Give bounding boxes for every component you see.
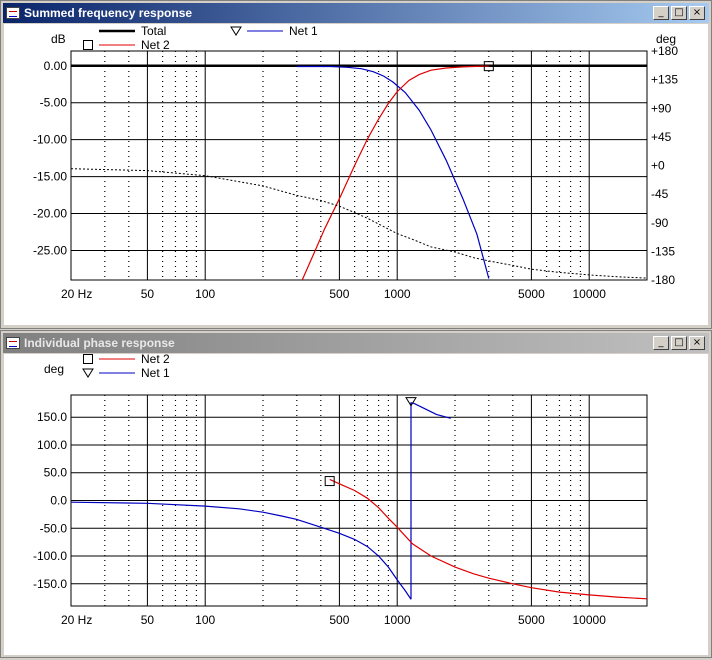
legend-label: Net 1 — [289, 24, 318, 38]
minimize-button[interactable]: _ — [653, 336, 669, 350]
series-line-net-1 — [296, 65, 490, 279]
x-tick-label: 1000 — [384, 287, 411, 301]
chart-window-icon — [6, 7, 20, 19]
legend-label: Net 2 — [141, 354, 170, 366]
y2-tick-label: -135 — [651, 244, 675, 258]
series-marker — [483, 61, 494, 72]
plot-frame — [70, 50, 648, 281]
x-tick-label: 10000 — [573, 613, 607, 627]
minimize-button[interactable]: _ — [653, 6, 669, 20]
close-button[interactable]: × — [689, 6, 705, 20]
y-tick-label: 150.0 — [37, 410, 67, 424]
y2-tick-label: +135 — [651, 73, 678, 87]
y2-axis-unit: deg — [656, 32, 676, 46]
x-tick-label: 500 — [329, 287, 349, 301]
y-tick-label: -15.00 — [33, 170, 67, 184]
y-tick-label: -100.0 — [33, 549, 67, 563]
chart-area-summed: dB deg 20 Hz 50 100 500 1000 5000 10000 0.00 -5.00… — [4, 24, 708, 325]
legend-label: Net 2 — [141, 38, 170, 52]
x-tick-label: 20 Hz — [61, 287, 92, 301]
y-tick-label: -5.00 — [40, 96, 68, 110]
titlebar-phase[interactable]: Individual phase response _ □ × — [3, 333, 709, 353]
summed-frequency-window: Summed frequency response _ □ × dB deg 20 … — [0, 0, 712, 329]
y2-tick-label: +180 — [651, 44, 678, 58]
chart-area-phase: deg 20 Hz 50 100 500 1000 5000 10000 150.0 100.0 5… — [4, 352, 708, 655]
legend-label: Total — [141, 24, 166, 38]
series-marker — [324, 476, 335, 487]
y-tick-label: 100.0 — [37, 438, 67, 452]
y-tick-label: -25.00 — [33, 243, 67, 257]
legend-marker — [82, 368, 94, 378]
individual-phase-window: Individual phase response _ □ × deg 20 Hz… — [0, 330, 712, 658]
titlebar-summed[interactable]: Summed frequency response _ □ × — [3, 3, 709, 23]
individual-phase-chart[interactable]: deg 20 Hz 50 100 500 1000 5000 10000 150.0 100.0 5… — [4, 352, 708, 655]
x-tick-label: 10000 — [573, 287, 607, 301]
maximize-button[interactable]: □ — [671, 336, 687, 350]
y-tick-label: 0.0 — [50, 494, 67, 508]
legend-label: Net 1 — [141, 366, 170, 380]
y2-tick-label: -90 — [651, 216, 669, 230]
x-tick-label: 100 — [195, 287, 215, 301]
y-tick-label: 50.0 — [44, 466, 68, 480]
y-tick-label: 0.00 — [44, 59, 68, 73]
series-line-net-2 — [329, 478, 648, 600]
x-tick-label: 100 — [195, 613, 215, 627]
y-axis-unit: deg — [44, 362, 64, 376]
y2-tick-label: +0 — [651, 159, 665, 173]
y-tick-label: -150.0 — [33, 577, 67, 591]
series-line-net-1 — [410, 402, 451, 600]
x-tick-label: 500 — [329, 613, 349, 627]
series-line-total-phase — [70, 168, 648, 279]
x-tick-label: 20 Hz — [61, 613, 92, 627]
window-title: Summed frequency response — [24, 6, 193, 20]
plot-frame — [70, 394, 648, 607]
legend-marker — [83, 354, 93, 364]
legend-marker — [83, 40, 93, 50]
legend-marker — [230, 26, 242, 36]
series-line-net-2 — [301, 65, 489, 281]
y2-tick-label: -180 — [651, 273, 675, 287]
y-tick-label: -20.00 — [33, 207, 67, 221]
y-tick-label: -50.0 — [40, 521, 68, 535]
window-title: Individual phase response — [24, 336, 175, 350]
x-tick-label: 50 — [141, 287, 155, 301]
summed-frequency-chart[interactable]: dB deg 20 Hz 50 100 500 1000 5000 10000 0.00 -5.00… — [4, 24, 708, 325]
series-marker — [405, 397, 417, 407]
x-tick-label: 5000 — [518, 287, 545, 301]
x-tick-label: 50 — [141, 613, 155, 627]
x-tick-label: 1000 — [384, 613, 411, 627]
close-button[interactable]: × — [689, 336, 705, 350]
y2-tick-label: +45 — [651, 130, 672, 144]
x-tick-label: 5000 — [518, 613, 545, 627]
y-tick-label: -10.00 — [33, 133, 67, 147]
y2-tick-label: -45 — [651, 187, 669, 201]
y2-tick-label: +90 — [651, 101, 672, 115]
y-axis-unit: dB — [51, 32, 66, 46]
maximize-button[interactable]: □ — [671, 6, 687, 20]
series-line-net-1 — [70, 501, 412, 600]
chart-window-icon — [6, 337, 20, 349]
